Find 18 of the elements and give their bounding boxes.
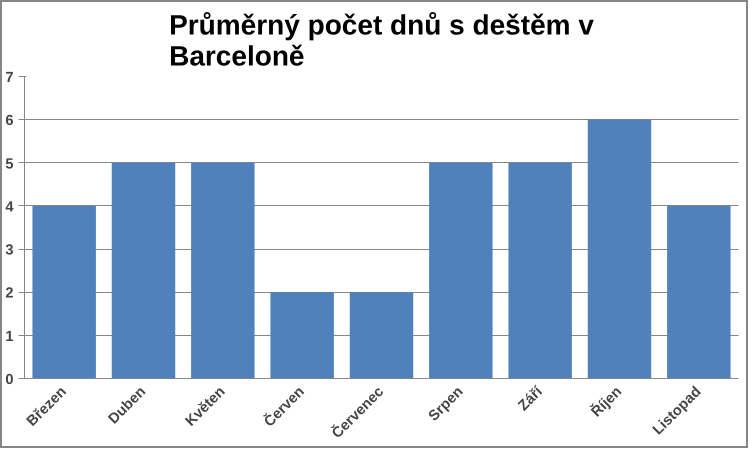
- y-tick-label: 3: [5, 242, 14, 259]
- bar: [32, 206, 96, 378]
- bar: [667, 206, 731, 378]
- bar: [112, 162, 176, 378]
- bar: [508, 162, 572, 378]
- y-tick-label: 6: [5, 113, 14, 130]
- y-tick-label: 2: [5, 286, 14, 302]
- bar: [429, 162, 493, 378]
- y-tick-label: 0: [5, 372, 14, 388]
- bar: [191, 162, 255, 378]
- bar: [588, 120, 652, 378]
- y-tick-label: 5: [5, 156, 14, 172]
- bar: [350, 292, 414, 378]
- y-tick-label: 1: [5, 328, 14, 345]
- bar: [270, 292, 334, 378]
- y-tick-label: 4: [5, 199, 14, 216]
- y-tick-label: 7: [5, 70, 14, 86]
- chart-title: Průměrný počet dnů s deštěm v Barceloně: [169, 10, 594, 72]
